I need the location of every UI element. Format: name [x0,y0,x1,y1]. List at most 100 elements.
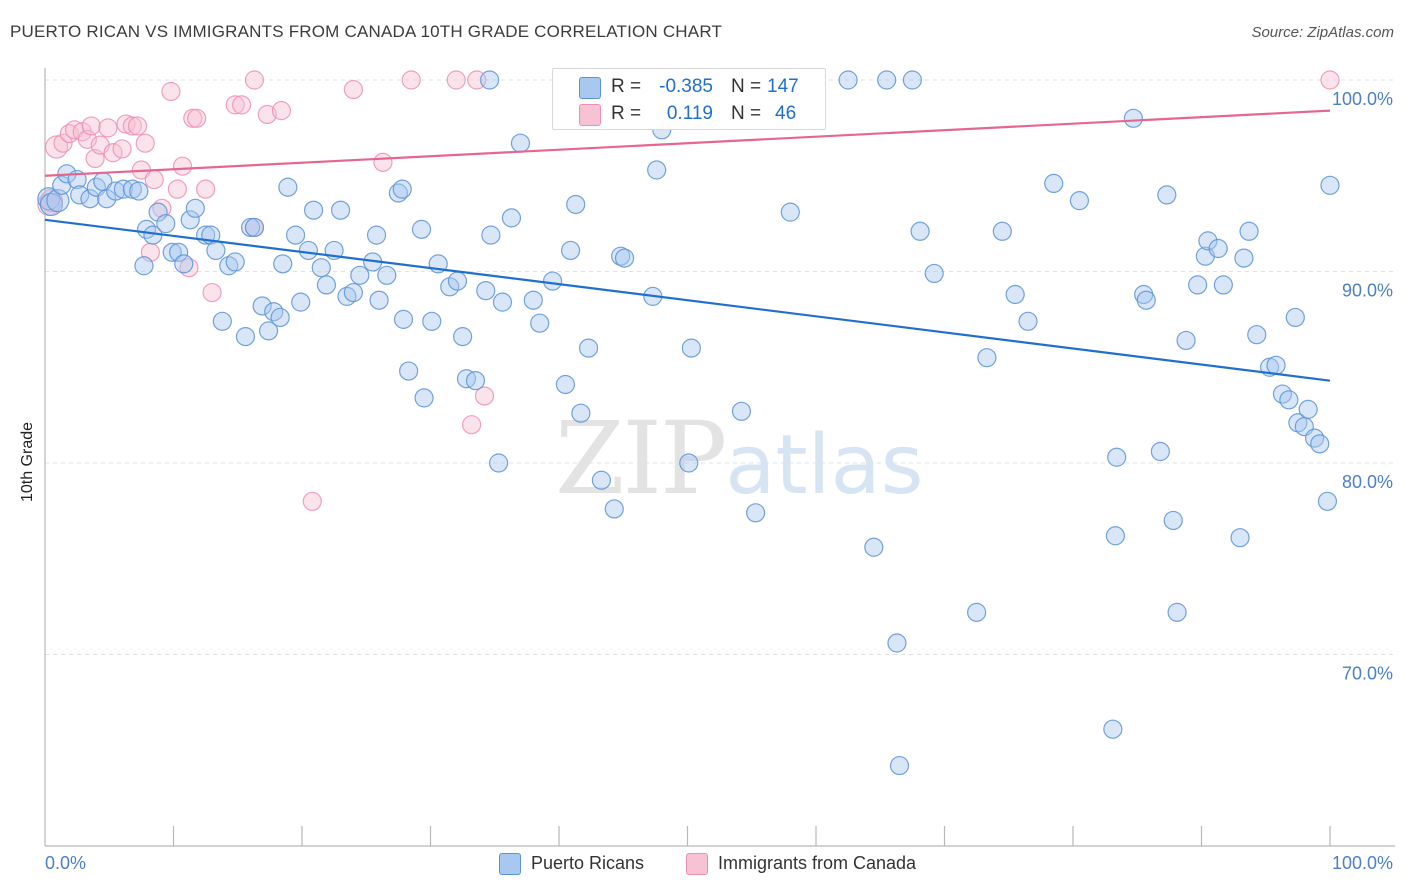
data-point-immigrants-from-canada [474,386,495,406]
data-point-puerto-ricans [350,265,370,285]
data-point-immigrants-from-canada [53,133,73,153]
data-point-puerto-ricans [258,321,279,341]
data-point-puerto-ricans [838,70,858,90]
data-point-puerto-ricans [185,198,205,218]
series-puerto-ricans [37,70,1340,776]
tick-labels: 70.0% 80.0% 90.0% 100.0% 0.0% 100.0% [45,89,1393,873]
data-point-puerto-ricans [330,200,351,220]
trend-line-immigrants-from-canada [44,109,1331,177]
y-tick-label: 90.0% [1342,281,1393,301]
data-point-puerto-ricans [910,221,930,241]
bottom-legend-label: Immigrants from Canada [718,853,917,873]
data-point-puerto-ricans [501,208,522,228]
data-point-puerto-ricans [70,185,90,205]
data-point-puerto-ricans [440,277,460,297]
data-point-puerto-ricans [1176,330,1196,351]
data-point-puerto-ricans [399,361,419,381]
legend-n-value: 147 [767,76,799,97]
data-point-puerto-ricans [46,189,70,213]
legend-row-puerto-ricans: R = -0.385 N = 147 [553,73,825,101]
data-point-immigrants-from-canada [112,139,132,159]
data-point-puerto-ricans [679,453,699,473]
data-point-puerto-ricans [369,290,389,310]
data-point-puerto-ricans [1198,231,1218,251]
data-point-immigrants-from-canada [232,95,252,115]
data-point-puerto-ricans [174,254,194,274]
bottom-legend-label: Puerto Ricans [531,853,645,873]
data-point-immigrants-from-canada [122,116,142,136]
data-point-puerto-ricans [864,537,884,557]
data-point-puerto-ricans [206,240,226,261]
data-point-immigrants-from-canada [172,156,193,176]
data-point-puerto-ricans [542,271,563,291]
data-point-immigrants-from-canada [127,116,148,136]
data-point-puerto-ricans [1285,307,1305,328]
watermark: ZIPatlas [555,400,923,517]
data-point-immigrants-from-canada [167,179,187,199]
correlation-legend: R = -0.385 N = 147 R = 0.119 N = 46 [552,68,826,130]
x-tick-label: 0.0% [45,853,86,873]
data-point-puerto-ricans [1234,248,1254,268]
data-point-puerto-ricans [414,388,434,408]
legend-n-value: 46 [775,103,797,124]
data-point-puerto-ricans [530,313,550,333]
data-point-puerto-ricans [566,194,586,215]
data-point-puerto-ricans [1317,491,1338,511]
data-point-puerto-ricans [1005,284,1025,305]
legend-swatch-pink [579,104,601,126]
trend-line-puerto-ricans [44,218,1331,382]
data-point-puerto-ricans [377,265,397,285]
data-point-immigrants-from-canada [225,95,245,115]
data-point-puerto-ricans [571,403,591,423]
data-point-puerto-ricans [481,225,501,245]
y-tick-label: 80.0% [1342,472,1393,492]
data-point-puerto-ricans [647,160,667,180]
data-point-puerto-ricans [134,256,154,276]
legend-r-label: R = [611,76,642,97]
data-point-puerto-ricans [480,70,500,90]
data-point-puerto-ricans [148,202,168,222]
data-point-puerto-ricans [604,499,624,519]
y-tick-label: 70.0% [1342,664,1393,684]
data-point-immigrants-from-canada [81,116,101,136]
data-point-puerto-ricans [1018,311,1038,331]
source-label: Source: ZipAtlas.com [1251,24,1394,41]
data-point-puerto-ricans [1320,175,1340,195]
chart-title: PUERTO RICAN VS IMMIGRANTS FROM CANADA 1… [10,22,723,41]
data-point-puerto-ricans [411,219,432,239]
watermark-zip: ZIP [555,400,727,517]
data-point-puerto-ricans [1069,191,1090,211]
data-point-puerto-ricans [1157,185,1177,205]
data-point-puerto-ricans [1163,510,1183,531]
data-point-puerto-ricans [343,282,363,303]
data-point-puerto-ricans [212,311,232,331]
data-point-puerto-ricans [992,221,1012,241]
data-point-puerto-ricans [298,240,319,261]
data-point-immigrants-from-canada [135,133,155,153]
data-point-puerto-ricans [162,242,182,262]
legend-r-value: 0.119 [666,103,713,124]
data-point-immigrants-from-canada [1320,70,1340,90]
data-point-puerto-ricans [1247,325,1267,345]
data-point-puerto-ricans [244,217,265,238]
data-point-immigrants-from-canada [98,118,118,138]
data-point-puerto-ricans [392,179,412,199]
data-point-puerto-ricans [39,192,64,217]
data-point-puerto-ricans [578,338,599,358]
data-point-puerto-ricans [924,263,944,284]
data-point-immigrants-from-canada [202,282,222,303]
data-point-puerto-ricans [591,470,612,490]
data-point-puerto-ricans [977,348,997,368]
data-point-puerto-ricans [1304,428,1325,448]
axes [44,68,1395,847]
data-point-puerto-ricans [156,214,176,234]
data-point-immigrants-from-canada [187,108,207,128]
data-point-puerto-ricans [1188,275,1208,295]
bottom-legend-swatch-blue [499,853,521,875]
data-point-immigrants-from-canada [271,101,292,121]
data-point-puerto-ricans [388,183,408,203]
data-point-puerto-ricans [780,202,800,222]
data-point-immigrants-from-canada [244,70,265,90]
data-point-puerto-ricans [1123,108,1143,128]
